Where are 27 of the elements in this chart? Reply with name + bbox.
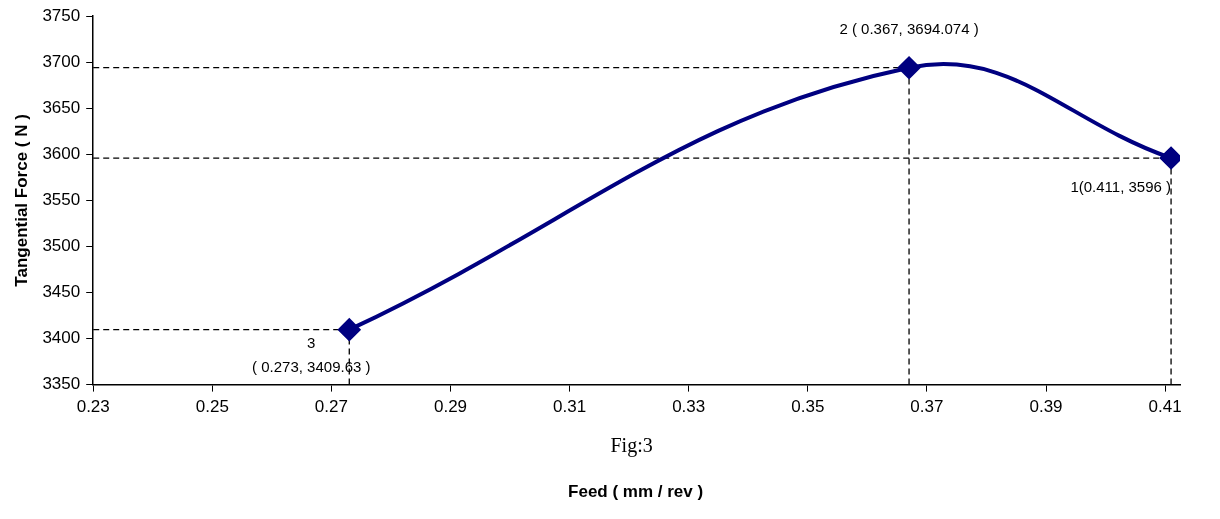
x-tick-label: 0.31 [553,397,587,417]
y-tick-label: 3400 [42,328,81,348]
y-tick-label: 3350 [42,374,81,394]
annotation: 2 ( 0.367, 3694.074 ) [839,19,979,37]
x-tick-label: 0.23 [76,397,110,417]
y-tick-label: 3450 [42,282,81,302]
y-tick-label: 3650 [42,97,81,117]
x-tick-label: 0.29 [433,397,468,417]
y-axis-title: Tangential Force ( N ) [11,114,31,287]
y-tick-label: 3600 [42,144,81,164]
x-tick-label: 0.39 [1029,397,1063,417]
x-tick-label: 0.27 [314,397,348,417]
y-tick-label: 3750 [42,5,81,25]
annotation: 1(0.411, 3596 ) [1070,178,1172,196]
text: Fig:3 [610,433,653,457]
y-tick-label: 3500 [42,236,81,256]
annotation: 3 ( 0.273, 3409.63 ) [252,333,371,375]
x-axis-title: Feed ( mm / rev ) [568,482,704,502]
x-tick-label: 0.35 [791,397,825,417]
y-tick-label: 3700 [42,51,81,71]
x-tick-label: 0.37 [910,397,944,417]
x-tick-label: 0.33 [672,397,706,417]
y-tick-label: 3550 [42,190,81,210]
x-tick-label: 0.41 [1148,397,1182,417]
point [898,56,921,79]
point [338,318,361,341]
x-tick-label: 0.25 [195,397,229,417]
